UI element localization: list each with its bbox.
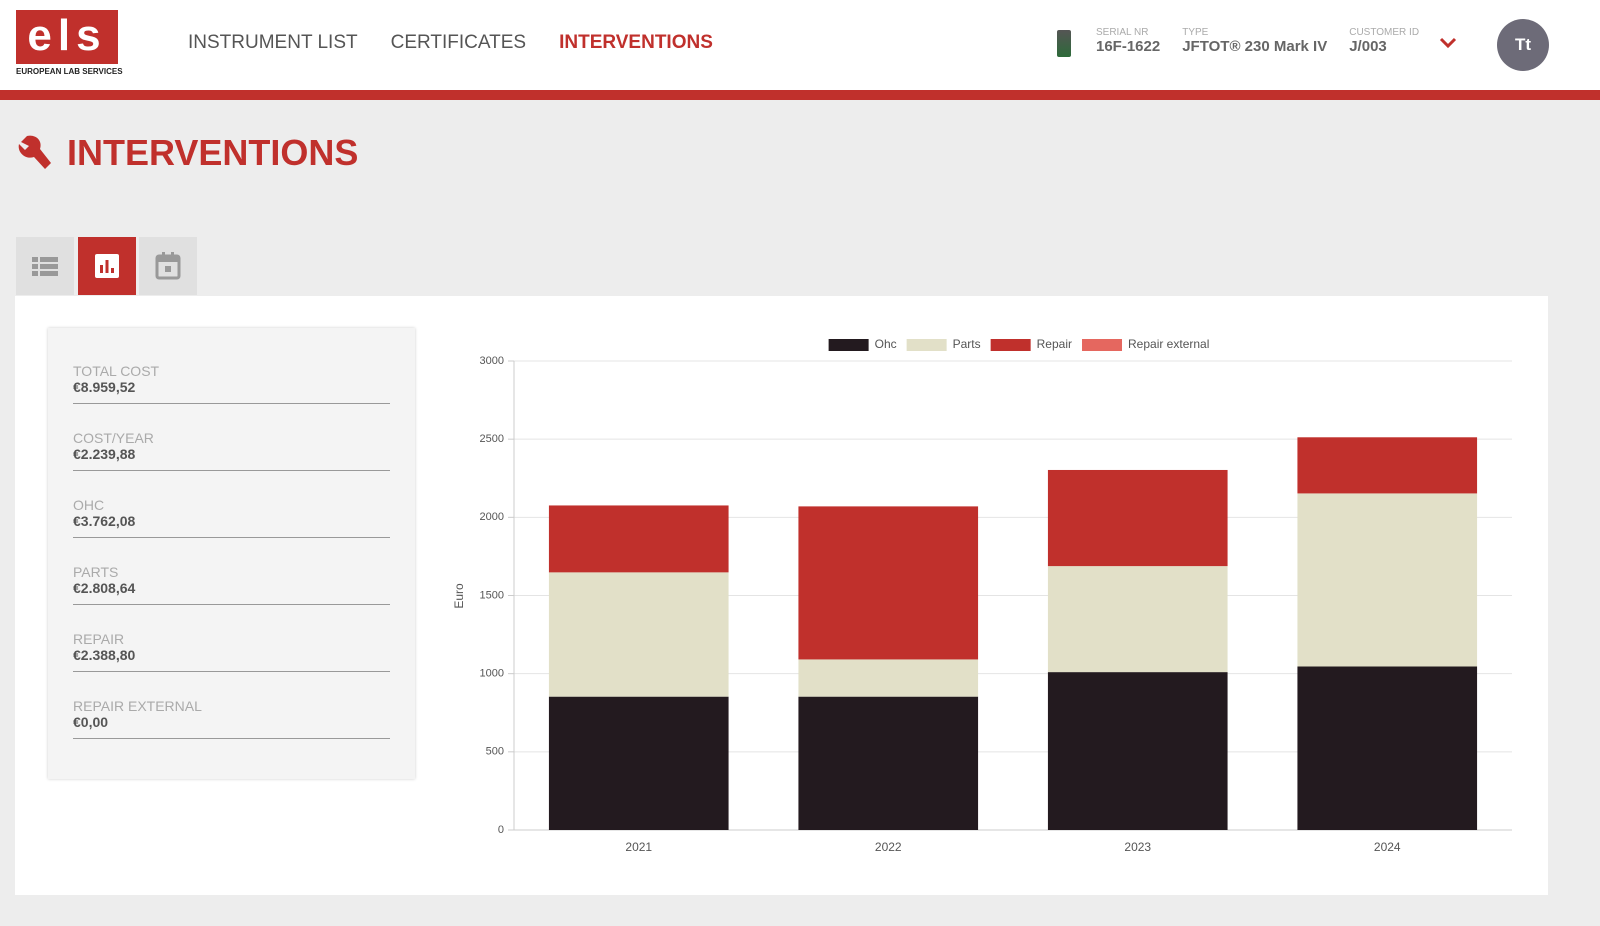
- bar-segment: [1047, 469, 1228, 567]
- summary-item: REPAIR €2.388,80: [73, 605, 390, 672]
- summary-value: €8.959,52: [73, 379, 136, 395]
- instrument-field: CUSTOMER ID J/003: [1349, 27, 1419, 55]
- legend-swatch: [828, 339, 869, 351]
- y-tick-label: 3000: [480, 355, 504, 367]
- summary-item: COST/YEAR €2.239,88: [73, 404, 390, 471]
- header-bar: [0, 90, 1600, 100]
- bar-segment: [798, 696, 979, 830]
- summary-value: €2.808,64: [73, 580, 136, 596]
- x-tick-label: 2024: [1374, 840, 1401, 854]
- x-tick-label: 2022: [875, 840, 902, 854]
- instrument-field: TYPE JFTOT® 230 Mark IV: [1182, 27, 1327, 55]
- y-axis-title: Euro: [452, 583, 466, 609]
- summary-item: PARTS €2.808,64: [73, 538, 390, 605]
- logo[interactable]: els: [16, 10, 118, 64]
- summary-label: COST/YEAR: [73, 430, 154, 446]
- y-tick-label: 0: [498, 824, 504, 836]
- legend-label: Repair: [1037, 337, 1072, 351]
- summary-value: €3.762,08: [73, 513, 136, 529]
- summary-value: €2.239,88: [73, 446, 136, 462]
- bar-segment: [798, 506, 979, 660]
- bar-segment: [1297, 437, 1478, 494]
- y-tick-label: 1500: [480, 589, 504, 601]
- header: [0, 0, 1600, 90]
- legend-swatch: [906, 339, 947, 351]
- legend-swatch: [1082, 339, 1123, 351]
- instrument-thumbnail: [1057, 30, 1071, 57]
- bar-segment: [1297, 666, 1478, 830]
- y-tick-label: 500: [486, 746, 504, 758]
- bar-segment: [1297, 493, 1478, 667]
- summary-item: OHC €3.762,08: [73, 471, 390, 538]
- field-value: 16F-1622: [1096, 38, 1161, 55]
- legend-swatch: [990, 339, 1031, 351]
- summary-card: TOTAL COST €8.959,52 COST/YEAR €2.239,88 OHC…: [48, 328, 415, 779]
- summary-item: TOTAL COST €8.959,52: [73, 337, 390, 404]
- field-value: JFTOT® 230 Mark IV: [1182, 38, 1328, 55]
- summary-label: REPAIR: [73, 631, 125, 647]
- y-tick-label: 2000: [480, 511, 504, 523]
- summary-value: €2.388,80: [73, 647, 136, 663]
- summary-label: TOTAL COST: [73, 363, 160, 379]
- x-tick-label: 2021: [625, 840, 652, 854]
- field-value: J/003: [1349, 38, 1387, 55]
- wrench-icon: [18, 135, 51, 169]
- legend-label: Parts: [953, 337, 981, 351]
- field-label: TYPE: [1182, 27, 1209, 38]
- summary-label: OHC: [73, 497, 105, 513]
- chart-tab[interactable]: [78, 237, 136, 295]
- bar-segment: [548, 696, 729, 830]
- bar-segment: [548, 572, 729, 697]
- page-title: INTERVENTIONS: [67, 132, 359, 173]
- summary-label: REPAIR EXTERNAL: [73, 698, 202, 714]
- summary-label: PARTS: [73, 564, 119, 580]
- field-label: SERIAL NR: [1096, 27, 1149, 38]
- bar-segment: [548, 505, 729, 573]
- legend-label: Repair external: [1128, 337, 1209, 351]
- legend-label: Ohc: [875, 337, 897, 351]
- instrument-info: SERIAL NR 16F-1622 TYPE JFTOT® 230 Mark IV C…: [1096, 27, 1419, 55]
- bar-segment: [1047, 672, 1228, 830]
- calendar-tab[interactable]: [139, 237, 197, 295]
- dropdown-toggle[interactable]: [1438, 36, 1458, 50]
- bar-segment: [798, 659, 979, 697]
- nav-item[interactable]: INSTRUMENT LIST: [188, 32, 358, 53]
- x-tick-label: 2023: [1124, 840, 1151, 854]
- field-label: CUSTOMER ID: [1349, 27, 1420, 38]
- nav-item[interactable]: CERTIFICATES: [390, 32, 527, 53]
- y-tick-label: 2500: [480, 433, 504, 445]
- nav-item[interactable]: INTERVENTIONS: [559, 32, 713, 53]
- logo-subtitle: EUROPEAN LAB SERVICES: [16, 67, 123, 76]
- instrument-field: SERIAL NR 16F-1622: [1096, 27, 1160, 55]
- summary-value: €0,00: [73, 714, 109, 730]
- list-tab[interactable]: [16, 237, 74, 295]
- nav: INSTRUMENT LIST CERTIFICATES INTERVENTIONS: [188, 32, 713, 54]
- y-tick-label: 1000: [480, 668, 504, 680]
- bar-segment: [1047, 566, 1228, 673]
- avatar[interactable]: Tt: [1497, 19, 1549, 71]
- summary-item: REPAIR EXTERNAL €0,00: [73, 672, 390, 739]
